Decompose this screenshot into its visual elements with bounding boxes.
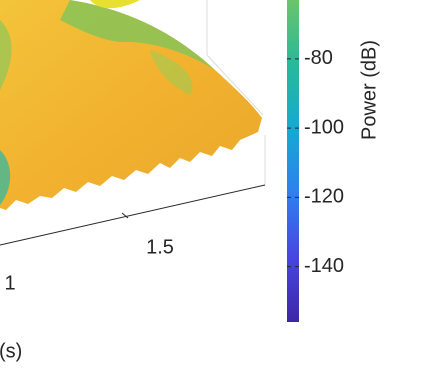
colorbar-tick-label: -140 [304, 255, 344, 277]
x-tick [121, 212, 129, 219]
colorbar-tick-label: -80 [304, 47, 333, 69]
x-axis-label: (s) [0, 340, 22, 362]
colorbar [287, 0, 299, 322]
surface-box [206, 0, 266, 185]
x-tick-label: 1 [4, 272, 15, 294]
x-axis-line [0, 184, 266, 246]
colorbar-tick-label: -120 [304, 186, 344, 208]
colorbar-tick-label: -100 [304, 116, 344, 138]
colorbar-label: Power (dB) [358, 40, 380, 140]
surface [0, 0, 262, 210]
x-tick-label: 1.5 [146, 236, 174, 258]
